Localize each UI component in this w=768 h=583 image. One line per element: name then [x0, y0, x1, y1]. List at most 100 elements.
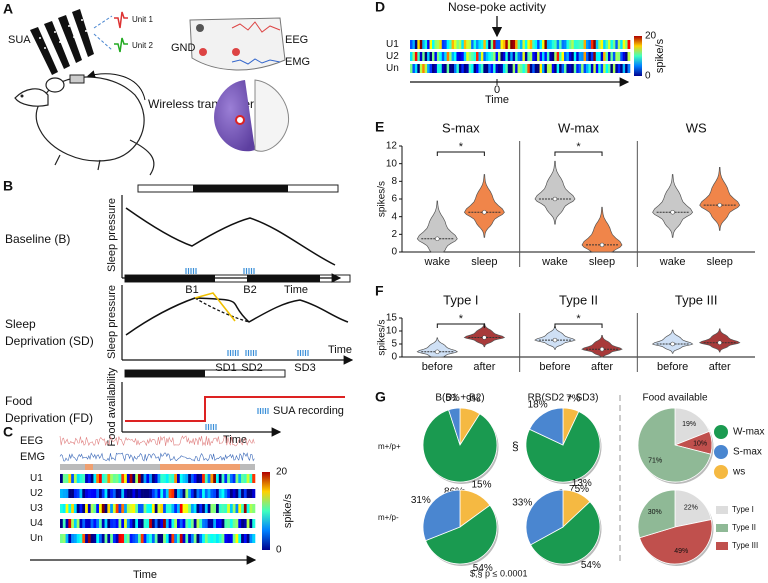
heatmap-cell	[118, 504, 122, 513]
heatmap-cell	[126, 519, 130, 528]
heatmap-cell	[204, 474, 208, 483]
heatmap-cell	[414, 40, 418, 49]
heatmap-cell	[165, 519, 169, 528]
heatmap-cell	[243, 504, 247, 513]
heatmap-cell	[446, 40, 450, 49]
heatmap-cell	[65, 519, 69, 528]
heatmap-cell	[132, 519, 136, 528]
heatmap-cell	[522, 64, 526, 73]
violin	[581, 206, 623, 253]
heatmap-cell	[202, 474, 206, 483]
dark-phase	[125, 370, 205, 377]
y-tick-label: 10	[386, 158, 398, 169]
heatmap-cell	[168, 489, 172, 498]
y-tick-label: 10	[386, 326, 398, 337]
electrodes	[30, 9, 94, 75]
heatmap-cell	[213, 504, 217, 513]
heatmap-cell	[210, 489, 214, 498]
heatmap-cell	[210, 534, 214, 543]
heatmap-cell	[625, 64, 628, 73]
pie-label: 33%	[512, 498, 532, 509]
heatmap-cell	[238, 489, 242, 498]
heatmap-cell	[68, 489, 72, 498]
heatmap-cell	[101, 519, 105, 528]
heatmap-cell	[578, 52, 582, 61]
pie-slice	[674, 489, 712, 528]
heatmap-cell	[238, 519, 242, 528]
heatmap-cell	[235, 519, 239, 528]
heatmap-cell	[546, 40, 550, 49]
heatmap-cell	[456, 64, 460, 73]
heatmap-cell	[238, 534, 242, 543]
state-bar-sleep	[85, 464, 93, 470]
heatmap-cell	[124, 504, 128, 513]
heatmap-cell	[104, 504, 108, 513]
heatmap-cell	[566, 52, 570, 61]
heatmap-cell	[620, 40, 623, 49]
heatmap-cell	[427, 64, 430, 73]
x-tick-label: before	[539, 361, 570, 373]
footnote: $,§ p ≤ 0.0001	[470, 568, 528, 578]
heatmap-cell	[627, 40, 631, 49]
heatmap-cell	[615, 64, 619, 73]
heatmap-cell	[196, 534, 200, 543]
heatmap-cell	[199, 489, 203, 498]
heatmap-cell	[246, 489, 250, 498]
heatmap-cell	[620, 52, 623, 61]
heatmap-cell	[224, 504, 228, 513]
heatmap-cell	[110, 519, 114, 528]
median-dot	[670, 341, 675, 347]
heatmap-cell	[177, 504, 181, 513]
panel-letter: F	[375, 283, 384, 299]
heatmap-cell	[429, 64, 433, 73]
heatmap-cell	[71, 489, 75, 498]
heatmap-cell	[505, 64, 509, 73]
heatmap-cell	[85, 519, 89, 528]
label: Unit 1	[132, 15, 153, 24]
heatmap-cell	[60, 489, 64, 498]
heatmap-cell	[129, 519, 133, 528]
heatmap-cell	[160, 504, 164, 513]
heatmap-cell	[434, 40, 438, 49]
heatmap-cell	[610, 52, 614, 61]
heatmap-cell	[510, 64, 513, 73]
heatmap-cell	[165, 474, 169, 483]
heatmap-cell	[135, 474, 139, 483]
heatmap-cell	[168, 519, 172, 528]
x-tick-label: before	[657, 361, 688, 373]
heatmap-cell	[101, 474, 105, 483]
y-tick-label: 15	[386, 313, 398, 324]
heatmap-cell	[210, 519, 214, 528]
heatmap-cell	[199, 519, 203, 528]
heatmap-cell	[586, 64, 589, 73]
pie-label: 75%	[569, 484, 589, 495]
heatmap-cell	[143, 474, 147, 483]
heatmap-cell	[177, 534, 181, 543]
heatmap-cell	[227, 519, 231, 528]
heatmap-cell	[140, 474, 144, 483]
median-dot	[670, 210, 675, 215]
group-title: Type III	[675, 292, 718, 307]
heatmap-cell	[129, 474, 133, 483]
heatmap-cell	[188, 489, 192, 498]
pie-label: 9%	[466, 394, 481, 405]
heatmap-cell	[135, 489, 139, 498]
heatmap-cell	[246, 474, 250, 483]
label: SD3	[294, 362, 315, 374]
heatmap-cell	[121, 519, 125, 528]
significance-star: *	[576, 141, 581, 153]
pie-slice	[525, 489, 564, 546]
dash	[93, 33, 113, 51]
heatmap-cell	[566, 40, 570, 49]
heatmap-cell	[118, 534, 122, 543]
x-tick-label: 0	[494, 84, 500, 96]
heatmap-cell	[76, 489, 80, 498]
heatmap-cell	[605, 52, 609, 61]
heatmap-cell	[110, 489, 114, 498]
heatmap-cell	[434, 52, 438, 61]
heatmap-cell	[551, 52, 555, 61]
median-dot	[482, 335, 487, 340]
heatmap-cell	[168, 474, 172, 483]
panel-letter: C	[3, 424, 13, 440]
heatmap-cell	[454, 40, 457, 49]
